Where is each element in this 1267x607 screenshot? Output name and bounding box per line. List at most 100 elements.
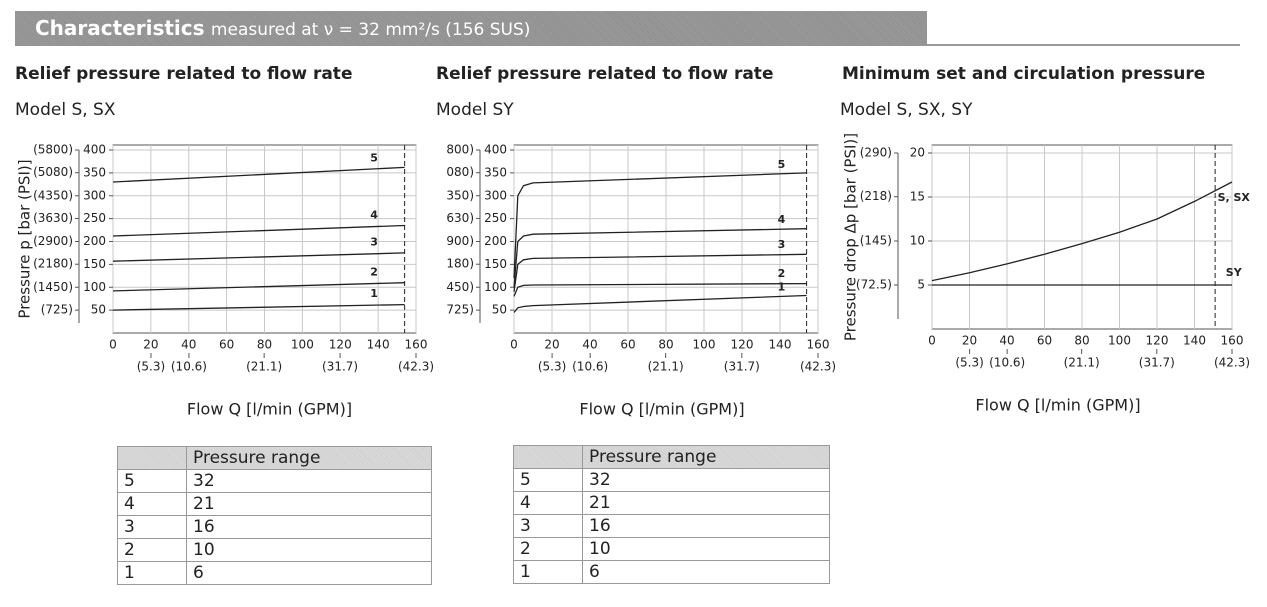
x2-tick-label: (31.7): [1139, 356, 1175, 370]
table-cell: 5: [513, 468, 583, 492]
y2-tick-label: (5800): [33, 143, 73, 157]
series-label: 5: [778, 158, 786, 171]
y-tick-label: 250: [484, 211, 507, 225]
x-tick-label: 140: [769, 338, 792, 352]
y-tick-label: 300: [83, 188, 106, 202]
table-row: 3 16: [513, 514, 830, 538]
series-line: [513, 172, 807, 279]
y2-tick-label: (3630): [33, 211, 73, 225]
x-tick-label: 120: [329, 338, 352, 352]
x-tick-label: 60: [620, 338, 635, 352]
y-tick-label: 20: [910, 146, 925, 160]
x2-tick-label: (42.3): [398, 360, 434, 374]
chart-subtitle: Model S, SX, SY: [840, 100, 973, 120]
y-tick-label: 200: [83, 234, 106, 248]
y-axis-label: Pressure drop Δp [bar (PSI)]: [842, 133, 860, 341]
y-tick-label: 400: [484, 143, 507, 157]
series-line: [112, 224, 405, 237]
x-tick-label: 60: [219, 338, 234, 352]
x-tick-label: 160: [1221, 334, 1244, 348]
table-row: 5 32: [117, 469, 432, 493]
table-header-row: Pressure range: [117, 446, 432, 470]
x2-tick-label: (5.3): [955, 356, 983, 370]
x-tick-label: 160: [807, 338, 830, 352]
table-row: 2 10: [117, 538, 432, 562]
series-label: SY: [1226, 266, 1243, 279]
table-cell: 3: [513, 514, 583, 538]
table-row: 3 16: [117, 515, 432, 539]
series-line: [112, 252, 405, 262]
x-tick-label: 80: [1074, 334, 1089, 348]
series-line: [112, 166, 405, 183]
y2-tick-label: (72.5): [856, 278, 892, 292]
table-row: 5 32: [513, 468, 830, 492]
y-tick-label: 15: [910, 190, 925, 204]
x-axis-label: Flow Q [l/min (GPM)]: [579, 400, 744, 419]
series-line: [931, 181, 1233, 282]
x2-tick-label: (42.3): [1214, 356, 1250, 370]
y-tick-label: 150: [83, 257, 106, 271]
table-cell: 21: [582, 491, 830, 515]
chart-subtitle: Model S, SX: [15, 100, 116, 120]
x-tick-label: 120: [1146, 334, 1169, 348]
y2-tick-label: (2900): [33, 234, 73, 248]
x2-tick-label: (21.1): [1064, 356, 1100, 370]
y-tick-label: 100: [83, 280, 106, 294]
x-tick-label: 100: [1108, 334, 1131, 348]
x-tick-label: 60: [1037, 334, 1052, 348]
series-label: 1: [778, 281, 786, 294]
table-cell: 16: [186, 515, 432, 539]
chart-subtitle: Model SY: [436, 100, 514, 120]
series-label: S, SX: [1218, 191, 1251, 204]
series-label: 3: [370, 236, 378, 249]
y2-tick-label: (4350): [33, 188, 73, 202]
y-tick-label: 5: [917, 278, 925, 292]
series-label: 3: [778, 238, 786, 251]
table-header-row: Pressure range: [513, 445, 830, 469]
y2-tick-label: (4350): [434, 188, 474, 202]
y2-tick-label: (5800): [434, 143, 474, 157]
series-line: [513, 228, 807, 288]
y2-tick-label: (5080): [434, 165, 474, 179]
header-cell: [117, 446, 187, 470]
y-axis-label: Pressure p [bar (PSI)]: [16, 159, 34, 318]
x2-tick-label: (21.1): [648, 360, 684, 374]
x-tick-label: 40: [582, 338, 597, 352]
table-cell: 21: [186, 492, 432, 516]
table-cell: 4: [117, 492, 187, 516]
series-label: 4: [370, 209, 378, 222]
x-tick-label: 140: [1183, 334, 1206, 348]
table-cell: 1: [513, 560, 583, 584]
y2-tick-label: (725): [442, 303, 474, 317]
y-tick-label: 50: [91, 303, 106, 317]
y-tick-label: 250: [83, 211, 106, 225]
chart-title: Relief pressure related to flow rate: [15, 64, 353, 84]
y2-tick-label: (5080): [33, 165, 73, 179]
series-label: 5: [370, 151, 378, 164]
table-cell: 16: [582, 514, 830, 538]
x-tick-label: 100: [291, 338, 314, 352]
x2-tick-label: (10.6): [171, 360, 207, 374]
table-cell: 1: [117, 561, 187, 585]
x2-tick-label: (31.7): [322, 360, 358, 374]
table-row: 4 21: [513, 491, 830, 515]
y2-tick-label: (218): [860, 189, 892, 203]
y2-tick-label: (1450): [33, 280, 73, 294]
x-axis-label: Flow Q [l/min (GPM)]: [975, 396, 1140, 415]
series-line: [513, 253, 807, 292]
header-subtitle: measured at ν = 32 mm²/s (156 SUS): [210, 20, 531, 40]
x2-tick-label: (10.6): [989, 356, 1025, 370]
table-cell: 10: [582, 537, 830, 561]
y-tick-label: 150: [484, 257, 507, 271]
table-row: 2 10: [513, 537, 830, 561]
header-cell: [513, 445, 583, 469]
series-label: 1: [370, 287, 378, 300]
x-tick-label: 140: [367, 338, 390, 352]
table: Pressure range 5 32 4 21 3 16 2 10 1 6: [117, 446, 432, 585]
y2-tick-label: (2180): [434, 257, 474, 271]
x-tick-label: 40: [181, 338, 196, 352]
table-cell: 10: [186, 538, 432, 562]
x-tick-label: 0: [510, 338, 518, 352]
